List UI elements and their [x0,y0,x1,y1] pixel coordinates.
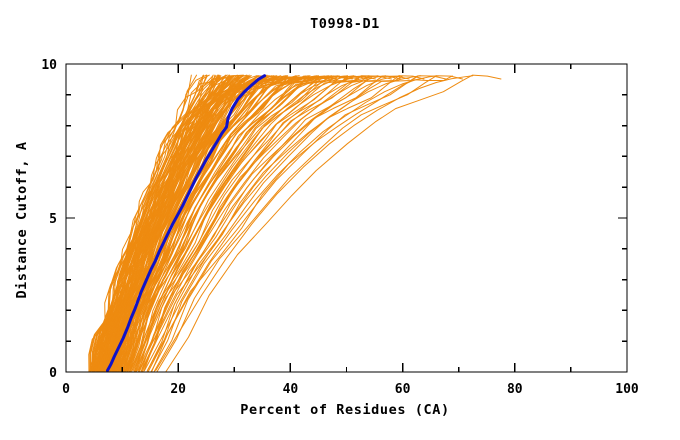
tick-labels-group: 0 20 40 60 80 100 0 5 10 [41,58,639,397]
ensemble-line [97,77,214,372]
ensemble-line [124,75,330,371]
ensemble-line [134,75,353,372]
x-tick-label: 0 [62,382,70,397]
ensemble-line [150,75,425,372]
ensemble-line [127,76,329,372]
ensemble-line [101,75,244,371]
axes-frame [65,63,628,373]
ensemble-line [147,75,410,372]
highlight-line-group [106,74,267,372]
ensemble-line [120,77,300,372]
highlight-line [106,74,267,372]
ensemble-line [131,75,355,371]
ensemble-line [137,75,379,371]
ensemble-line [109,78,260,372]
x-tick-label: 80 [507,382,523,397]
ensemble-line [156,75,463,372]
x-tick-label: 100 [615,382,639,397]
ensemble-line [135,75,371,372]
y-tick-label: 10 [41,58,57,73]
ensemble-line [144,75,422,371]
ensemble-line [123,75,320,372]
ensemble-line [127,75,334,372]
ensemble-line [121,75,318,371]
ensemble-line [111,75,276,372]
ensemble-line [89,74,192,372]
y-tick-label: 0 [49,366,57,381]
page-title: T0998-D1 [310,16,380,32]
ensemble-line [92,74,205,372]
ensemble-line [108,75,263,372]
x-tick-label: 40 [283,382,299,397]
ensemble-line [153,75,447,372]
x-tick-label: 60 [395,382,411,397]
ensemble-line [140,75,376,372]
ensemble-line [109,75,273,371]
ensemble-line [111,78,268,372]
ensemble-line [138,75,387,371]
x-tick-label: 20 [170,382,186,397]
y-tick-label: 5 [49,212,57,227]
ensemble-line [119,75,305,372]
ensemble-line [126,75,333,371]
ensemble-line [102,77,245,372]
y-axis-title: Distance Cutoff, A [14,141,30,298]
ensemble-line [110,75,271,372]
ensemble-line [140,75,404,372]
ensemble-line [165,74,502,372]
ensemble-line [151,75,453,372]
ensemble-line [90,75,204,371]
x-axis-title: Percent of Residues (CA) [240,402,449,418]
